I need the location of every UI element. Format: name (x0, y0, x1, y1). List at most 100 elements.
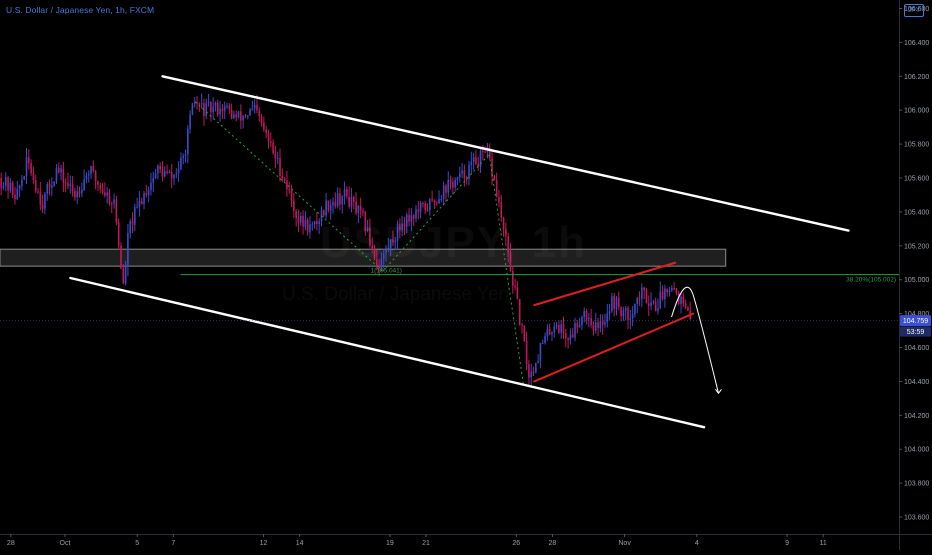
candle-body (509, 252, 512, 271)
candle-body (624, 307, 627, 311)
candle-body (479, 150, 482, 167)
candle-body (11, 182, 14, 195)
candle-body (350, 197, 353, 207)
projection-arrow-layer[interactable] (671, 286, 722, 395)
candle-body (71, 184, 74, 192)
candle-body (62, 168, 65, 183)
symbol-interval: 1h (115, 5, 125, 15)
candle-body (601, 321, 604, 325)
candle-body (44, 193, 46, 209)
candle-body (661, 291, 664, 300)
fibonacci-layer[interactable]: 1(105.041) 38.20%(105.002) (180, 268, 899, 284)
candle-body (191, 103, 194, 115)
candle-body (415, 209, 417, 219)
candle-body (488, 147, 491, 159)
candle-body (463, 170, 466, 179)
x-tick-label: 28 (548, 540, 556, 547)
candle-body (442, 185, 445, 200)
candle-body (359, 205, 362, 211)
candle-body (127, 233, 129, 267)
x-tick-label: Nov (618, 540, 631, 547)
candle-body (263, 122, 265, 130)
candle-body (592, 324, 595, 331)
y-tick-label: 105.000 (904, 277, 929, 284)
candle-body (555, 325, 558, 327)
candle-body (182, 156, 185, 158)
candle-body (631, 314, 634, 319)
candle-body (560, 324, 562, 333)
candle-body (200, 103, 203, 105)
candle-body (664, 288, 666, 300)
candle-body (14, 194, 16, 200)
candle-body (634, 303, 636, 315)
y-tick-label: 104.800 (904, 311, 929, 318)
trendline-layer[interactable] (69, 75, 850, 429)
candle-body (541, 342, 544, 344)
candle-body (472, 157, 475, 162)
candle-body (136, 206, 138, 208)
candle-body (641, 287, 643, 300)
candle-body (110, 203, 113, 205)
candle-body (32, 173, 35, 180)
currency-badge[interactable]: JPY (904, 4, 924, 17)
candle-body (138, 201, 141, 207)
y-tick-label: 105.200 (904, 243, 929, 250)
candle-body (122, 268, 125, 284)
candle-body (180, 157, 182, 170)
candle-body (502, 217, 505, 229)
last-price-label: 104.759 (903, 318, 928, 325)
candle-body (309, 224, 311, 233)
candle-body (246, 115, 249, 117)
candle-body (325, 200, 327, 216)
candle-body (371, 245, 374, 250)
candle-body (514, 285, 516, 288)
candle-body (124, 266, 127, 284)
candle-body (599, 321, 602, 329)
candle-body (304, 219, 307, 227)
candle-body (530, 371, 533, 378)
x-tick-label: 14 (296, 540, 304, 547)
candle-body (571, 334, 574, 338)
candle-body (316, 221, 318, 225)
projection-arrow-head (715, 388, 722, 395)
candle-body (590, 317, 592, 325)
candle-body (131, 221, 134, 225)
candle-body (500, 202, 503, 218)
candle-body (154, 173, 157, 179)
candle-body (523, 325, 526, 342)
candle-body (249, 109, 251, 116)
candle-body (235, 114, 238, 118)
candle-body (196, 102, 198, 104)
candle-body (4, 177, 7, 186)
candle-body (578, 325, 581, 328)
wedge-lower-trendline (533, 312, 695, 383)
candle-body (643, 287, 645, 291)
y-tick-label: 106.000 (904, 108, 929, 115)
candle-body (355, 201, 357, 214)
candle-body (207, 101, 210, 103)
candle-body (583, 310, 586, 318)
candle-body (101, 189, 104, 193)
candle-body (454, 179, 456, 188)
candle-body (168, 171, 171, 174)
candle-body (99, 185, 102, 190)
candle-body (537, 360, 539, 363)
candle-body (645, 290, 648, 304)
candle-body (272, 142, 274, 154)
candle-body (341, 196, 344, 205)
candle-body (76, 191, 79, 198)
countdown-label: 53:59 (907, 329, 925, 336)
candle-body (2, 185, 5, 188)
candle-body (106, 192, 108, 196)
candle-body (433, 200, 436, 203)
candle-body (64, 182, 67, 184)
symbol-description: U.S. Dollar / Japanese Yen (6, 5, 111, 15)
candle-body (81, 189, 83, 194)
candle-body (302, 215, 304, 227)
candle-body (445, 185, 447, 193)
title-separator-1: , (110, 5, 116, 15)
candle-body (491, 158, 493, 177)
